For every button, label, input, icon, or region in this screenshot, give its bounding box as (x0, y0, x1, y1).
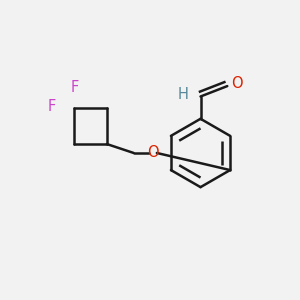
Text: F: F (47, 98, 56, 113)
Text: H: H (178, 87, 189, 102)
Text: O: O (147, 146, 159, 160)
Text: O: O (231, 76, 243, 91)
Text: F: F (71, 80, 79, 95)
